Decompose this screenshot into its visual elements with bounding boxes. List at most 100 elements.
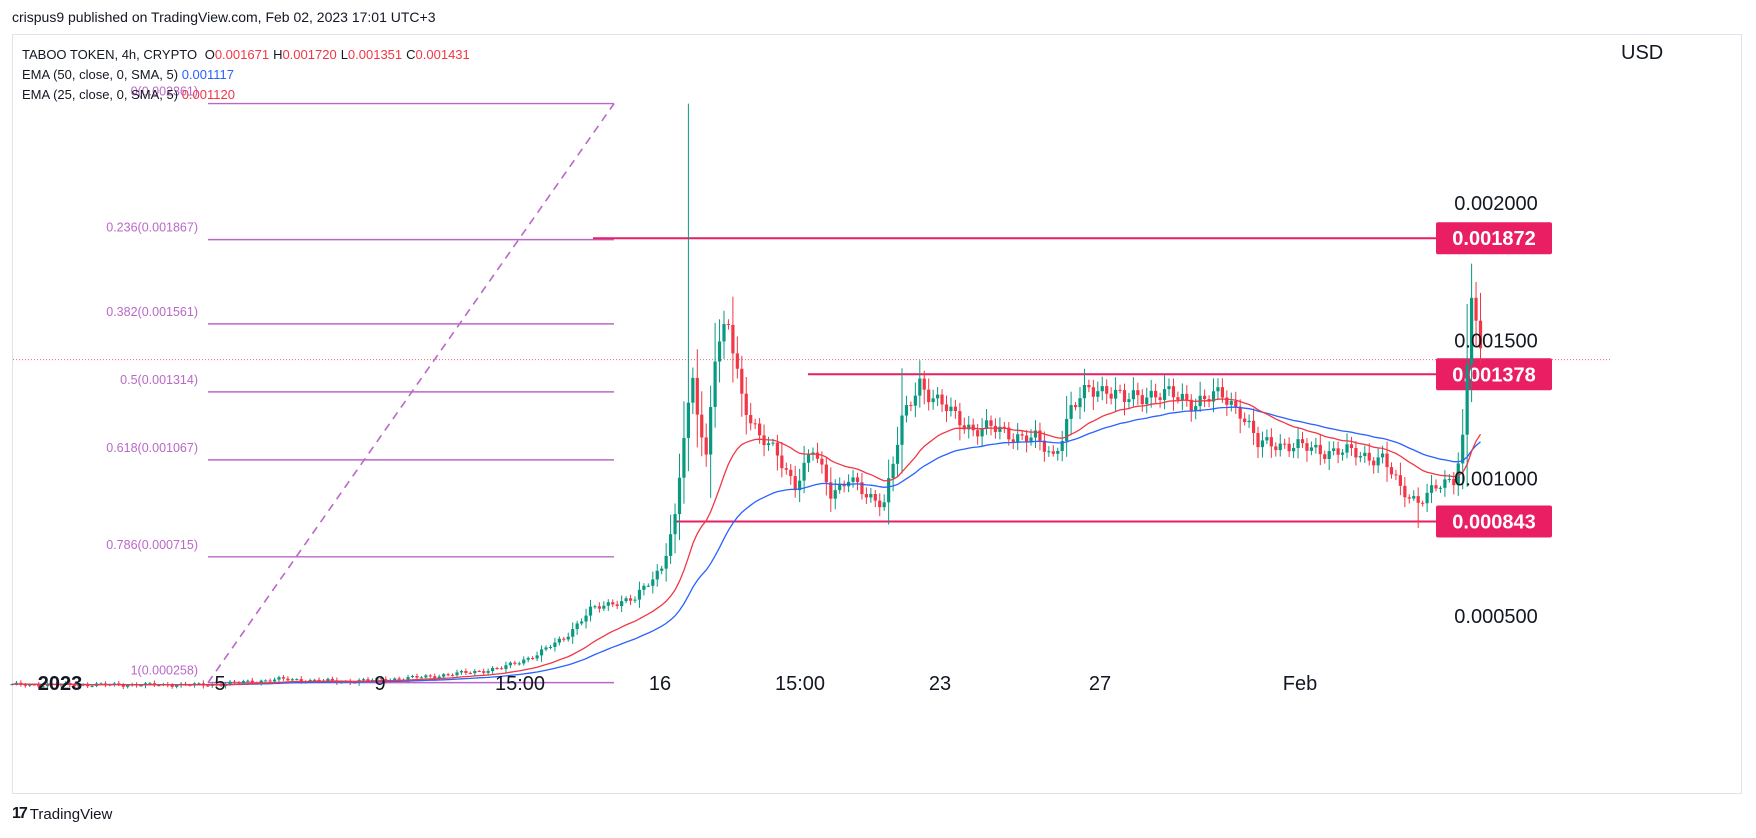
candle-body (299, 679, 303, 682)
candle-body (1434, 485, 1438, 489)
candle-body (980, 428, 984, 437)
candle-body (584, 615, 588, 622)
fibonacci-retracement[interactable]: 0(0.002361) 0.236(0.001867) 0.382(0.001561… (106, 85, 615, 684)
candle-body (989, 420, 993, 426)
candle-body (1118, 389, 1122, 391)
x-tick-label: Feb (1283, 673, 1317, 695)
candle-body (1185, 393, 1189, 400)
candle-body (1251, 420, 1256, 434)
y-tick-label: 0.001000 (1454, 468, 1537, 490)
candle-body (1323, 454, 1327, 459)
candle-body (851, 477, 855, 482)
candle-body (37, 684, 41, 687)
candle-body (806, 454, 811, 463)
candle-body (1429, 485, 1434, 493)
candle-body (539, 649, 544, 656)
candle-body (428, 675, 432, 677)
candle-body (1145, 397, 1149, 405)
candle-body (1180, 393, 1184, 400)
candle-body (1234, 401, 1238, 407)
candle-body (1105, 386, 1109, 394)
candle-body (1136, 390, 1140, 396)
candle-body (330, 678, 334, 681)
fib-level-label: 0.382(0.001561) (106, 305, 198, 319)
candle-body (869, 493, 873, 498)
candle-body (232, 681, 237, 683)
candle-body (731, 324, 735, 354)
candle-body (922, 378, 926, 390)
currency-label[interactable]: USD (1621, 42, 1664, 64)
candle-body (246, 680, 250, 682)
candle-body (967, 424, 971, 430)
ohlc-value-o: 0.001671 (214, 47, 270, 62)
candle-body (1470, 297, 1474, 365)
ema25-row[interactable]: EMA (25, close, 0, SMA, 5) 0.001120 (22, 85, 470, 105)
candle-body (553, 642, 557, 647)
candle-body (717, 341, 722, 362)
candle-body (793, 476, 797, 491)
candle-body (691, 377, 695, 403)
candle-body (1265, 437, 1269, 441)
horizontal-levels[interactable]: 0.001872 0.001378 0.000843 (13, 222, 1610, 538)
fib-trend-line[interactable] (207, 103, 615, 684)
candle-body (1412, 496, 1416, 499)
candle-body (1478, 320, 1483, 349)
axes: 0.002000 0.001500 0.001000 0.000500 2023 5 9 15… (38, 193, 1538, 695)
candle-body (1087, 384, 1091, 388)
level-price-label: 0.000843 (1452, 512, 1535, 534)
candle-body (575, 623, 579, 630)
candle-body (1438, 487, 1443, 489)
ema25-line (11, 398, 1482, 686)
fib-level-label: 0(0.002361) (131, 85, 198, 99)
candle-body (1425, 492, 1429, 504)
candle-body (740, 368, 744, 394)
candle-body (23, 684, 27, 686)
candle-body (286, 678, 290, 681)
candle-body (909, 405, 913, 407)
candle-body (1211, 391, 1216, 402)
footer-brand[interactable]: 17 TradingView (12, 805, 112, 823)
candle-body (495, 667, 499, 669)
candle-body (642, 585, 646, 590)
candle-body (237, 682, 241, 684)
ohlc-key-c: C (406, 47, 416, 62)
candle-body (664, 555, 668, 569)
candle-body (1131, 390, 1135, 400)
candle-body (1065, 418, 1069, 441)
x-tick-label: 27 (1089, 673, 1111, 695)
candle-body (406, 677, 410, 680)
candle-body (295, 679, 299, 681)
candle-body (918, 378, 922, 396)
candle-body (1042, 440, 1046, 452)
candle-body (1194, 406, 1198, 411)
ohlc-value-c: 0.001431 (415, 47, 470, 62)
ema50-row[interactable]: EMA (50, close, 0, SMA, 5) 0.001117 (22, 65, 470, 85)
candle-body (241, 681, 245, 684)
candle-body (526, 657, 530, 660)
candle-body (1278, 443, 1282, 451)
candle-body (557, 638, 561, 643)
candle-body (1100, 386, 1104, 392)
chart-legend: TABOO TOKEN, 4h, CRYPTO O0.001671 H0.0017… (22, 45, 470, 105)
candle-body (1385, 453, 1389, 468)
candle-body (121, 685, 125, 687)
candle-body (486, 671, 490, 673)
candle-body (1474, 297, 1478, 321)
ohlc-key-o: O (204, 47, 215, 62)
candle-body (904, 405, 909, 416)
candle-body (148, 683, 152, 685)
candle-body (833, 490, 837, 499)
candle-body (669, 534, 673, 556)
candle-body (353, 682, 357, 684)
candle-body (1381, 453, 1385, 458)
candle-body (41, 686, 45, 688)
candle-body (1403, 485, 1407, 498)
candle-body (726, 324, 731, 326)
candle-body (1189, 399, 1193, 411)
candle-body (1349, 444, 1354, 449)
candle-body (677, 477, 682, 515)
candle-body (1269, 437, 1273, 447)
candle-body (766, 443, 771, 446)
candle-body (1033, 430, 1038, 438)
